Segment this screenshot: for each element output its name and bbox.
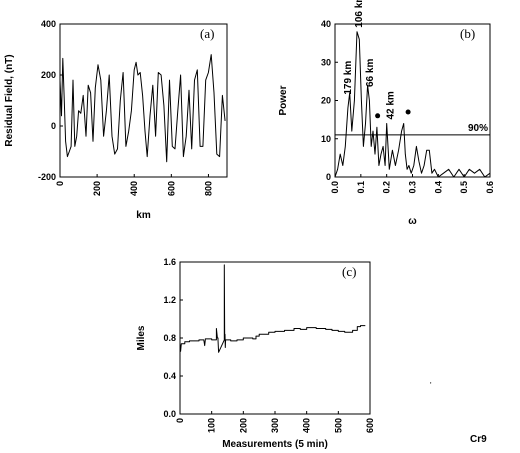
- y-tick-label: 30: [321, 57, 331, 67]
- y-tick-label: -200: [38, 172, 56, 182]
- x-tick-label: 400: [129, 181, 139, 196]
- y-tick-label: 0: [326, 172, 331, 182]
- x-tick-label: 600: [166, 181, 176, 196]
- x-tick-label: 0.4: [433, 181, 443, 194]
- plot-frame-a: [59, 23, 228, 178]
- x-tick-label: 0.5: [459, 181, 469, 194]
- y-tick-label: 0.4: [163, 371, 176, 381]
- significance-dot: [405, 109, 411, 115]
- x-tick-label: 0: [55, 181, 65, 186]
- threshold-label: 90%: [468, 123, 488, 134]
- x-tick-label: 0.1: [356, 181, 366, 194]
- plot-frame-b: [334, 23, 491, 178]
- panel-label-b: (b): [460, 26, 475, 41]
- y-tick-label: 0: [51, 121, 56, 131]
- x-tick-label: 800: [203, 181, 213, 196]
- peak-label: 66 km: [365, 59, 376, 87]
- x-tick-label: 0: [175, 418, 185, 423]
- y-tick-label: 10: [321, 134, 331, 144]
- y-tick-label: 40: [321, 19, 331, 29]
- chart-b: 0.0 0.1 0.2 0.3 0.4 0.5 0.6 0 10 20 30 40 ω Power (b) 9…: [278, 0, 495, 227]
- x-tick-label: 0.0: [330, 181, 340, 194]
- x-tick-label: 0.6: [485, 181, 495, 194]
- x-tick-label: 0.3: [408, 181, 418, 194]
- x-axis-label-a: km: [136, 210, 151, 221]
- figure-code: Cr9: [470, 434, 487, 445]
- y-tick-label: 200: [41, 70, 56, 80]
- x-tick-label: 400: [302, 418, 312, 433]
- series-line-a: [59, 54, 226, 163]
- x-axis-label-c: Measurements (5 min): [222, 439, 328, 450]
- series-line-b: [334, 31, 491, 178]
- panel-label-c: (c): [342, 264, 356, 279]
- stray-mark: ': [430, 381, 432, 390]
- x-axis-label-b: ω: [408, 216, 417, 227]
- y-tick-label: 0.8: [163, 333, 176, 343]
- panel-label-a: (a): [200, 26, 214, 41]
- y-tick-label: 0.0: [163, 409, 176, 419]
- y-tick-label: 1.6: [163, 257, 176, 267]
- peak-label: 106 km: [354, 0, 365, 28]
- peak-label: 42 km: [386, 91, 397, 119]
- x-tick-label: 200: [92, 181, 102, 196]
- plot-frame-c: [179, 261, 371, 415]
- y-axis-label-c: Miles: [136, 325, 147, 350]
- series-line-c: [179, 264, 366, 353]
- y-axis-label-b: Power: [278, 85, 289, 115]
- chart-c: 0 100 200 300 400 500 600 0.0 0.4 0.8 1.2 1.6 Measur…: [136, 257, 375, 450]
- x-tick-label: 500: [333, 418, 343, 433]
- peak-label: 179 km: [343, 61, 354, 95]
- x-tick-label: 600: [365, 418, 375, 433]
- y-axis-label-a: Residual Field, (nT): [4, 54, 15, 146]
- x-tick-label: 200: [238, 418, 248, 433]
- y-tick-label: 1.2: [163, 295, 176, 305]
- significance-dot: [375, 113, 381, 119]
- x-tick-label: 100: [207, 418, 217, 433]
- x-tick-label: 0.2: [382, 181, 392, 194]
- y-tick-label: 20: [321, 96, 331, 106]
- x-tick-label: 300: [270, 418, 280, 433]
- y-tick-label: 400: [41, 19, 56, 29]
